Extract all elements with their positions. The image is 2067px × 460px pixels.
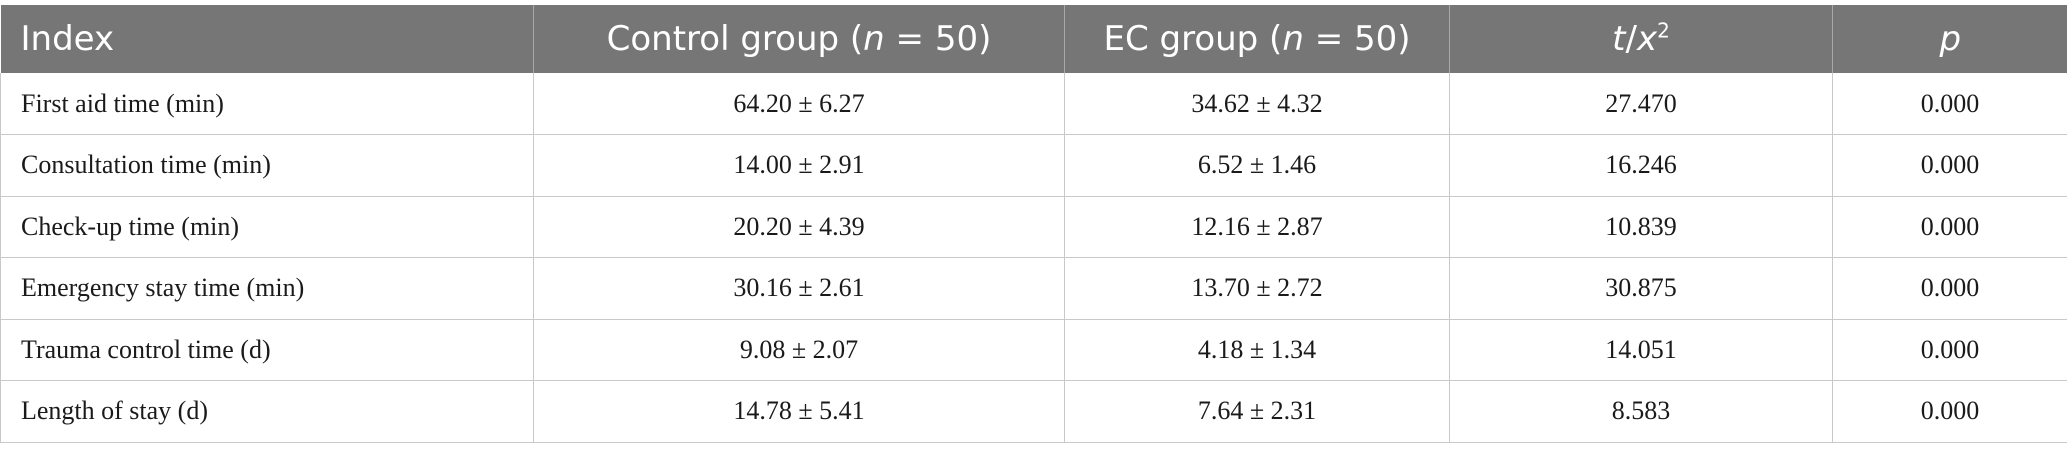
header-control-group: Control group (n = 50) <box>533 5 1065 73</box>
cell-stat: 30.875 <box>1449 257 1833 320</box>
cell-control: 9.08 ± 2.07 <box>533 319 1065 381</box>
cell-control: 64.20 ± 6.27 <box>533 73 1065 135</box>
comparison-table: Index Control group (n = 50) EC group (n… <box>0 5 2067 443</box>
cell-index: Consultation time (min) <box>0 134 534 197</box>
header-statistic: t/x2 <box>1449 5 1833 73</box>
table-header: Index Control group (n = 50) EC group (n… <box>0 5 2067 73</box>
table-row: Consultation time (min) 14.00 ± 2.91 6.5… <box>0 134 2067 197</box>
table-row: Check-up time (min) 20.20 ± 4.39 12.16 ±… <box>0 196 2067 258</box>
table-row: Emergency stay time (min) 30.16 ± 2.61 1… <box>0 257 2067 320</box>
cell-index: Length of stay (d) <box>0 380 534 443</box>
cell-control: 14.00 ± 2.91 <box>533 134 1065 197</box>
header-ec-group: EC group (n = 50) <box>1064 5 1450 73</box>
cell-p: 0.000 <box>1832 134 2067 197</box>
header-ec-n: n <box>1282 19 1304 59</box>
cell-p: 0.000 <box>1832 257 2067 320</box>
cell-ec: 7.64 ± 2.31 <box>1064 380 1450 443</box>
cell-p: 0.000 <box>1832 380 2067 443</box>
cell-index: Emergency stay time (min) <box>0 257 534 320</box>
cell-control: 20.20 ± 4.39 <box>533 196 1065 258</box>
cell-stat: 10.839 <box>1449 196 1833 258</box>
cell-control: 14.78 ± 5.41 <box>533 380 1065 443</box>
header-control-suffix: = 50) <box>884 19 992 59</box>
cell-ec: 6.52 ± 1.46 <box>1064 134 1450 197</box>
cell-stat: 16.246 <box>1449 134 1833 197</box>
cell-p: 0.000 <box>1832 73 2067 135</box>
cell-index: Trauma control time (d) <box>0 319 534 381</box>
header-ec-prefix: EC group ( <box>1103 19 1283 59</box>
cell-stat: 14.051 <box>1449 319 1833 381</box>
header-stat-slash: / <box>1625 19 1637 59</box>
cell-ec: 13.70 ± 2.72 <box>1064 257 1450 320</box>
header-control-n: n <box>863 19 885 59</box>
table-row: Trauma control time (d) 9.08 ± 2.07 4.18… <box>0 319 2067 381</box>
cell-control: 30.16 ± 2.61 <box>533 257 1065 320</box>
header-index: Index <box>0 5 534 73</box>
cell-ec: 34.62 ± 4.32 <box>1064 73 1450 135</box>
header-index-label: Index <box>20 19 115 59</box>
header-ec-suffix: = 50) <box>1303 19 1411 59</box>
cell-stat: 8.583 <box>1449 380 1833 443</box>
cell-index: Check-up time (min) <box>0 196 534 258</box>
cell-ec: 12.16 ± 2.87 <box>1064 196 1450 258</box>
header-stat-sup: 2 <box>1657 18 1670 43</box>
table-row: First aid time (min) 64.20 ± 6.27 34.62 … <box>0 73 2067 135</box>
table-body: First aid time (min) 64.20 ± 6.27 34.62 … <box>0 73 2067 443</box>
cell-p: 0.000 <box>1832 319 2067 381</box>
cell-ec: 4.18 ± 1.34 <box>1064 319 1450 381</box>
comparison-table-container: Index Control group (n = 50) EC group (n… <box>0 5 2067 443</box>
header-p-label: p <box>1939 19 1962 59</box>
header-control-prefix: Control group ( <box>606 19 864 59</box>
table-row: Length of stay (d) 14.78 ± 5.41 7.64 ± 2… <box>0 380 2067 443</box>
cell-index: First aid time (min) <box>0 73 534 135</box>
cell-stat: 27.470 <box>1449 73 1833 135</box>
header-stat-t: t <box>1612 19 1626 59</box>
header-row: Index Control group (n = 50) EC group (n… <box>0 5 2067 73</box>
header-p-value: p <box>1833 5 2067 73</box>
cell-p: 0.000 <box>1832 196 2067 258</box>
header-stat-x: x <box>1636 19 1658 59</box>
